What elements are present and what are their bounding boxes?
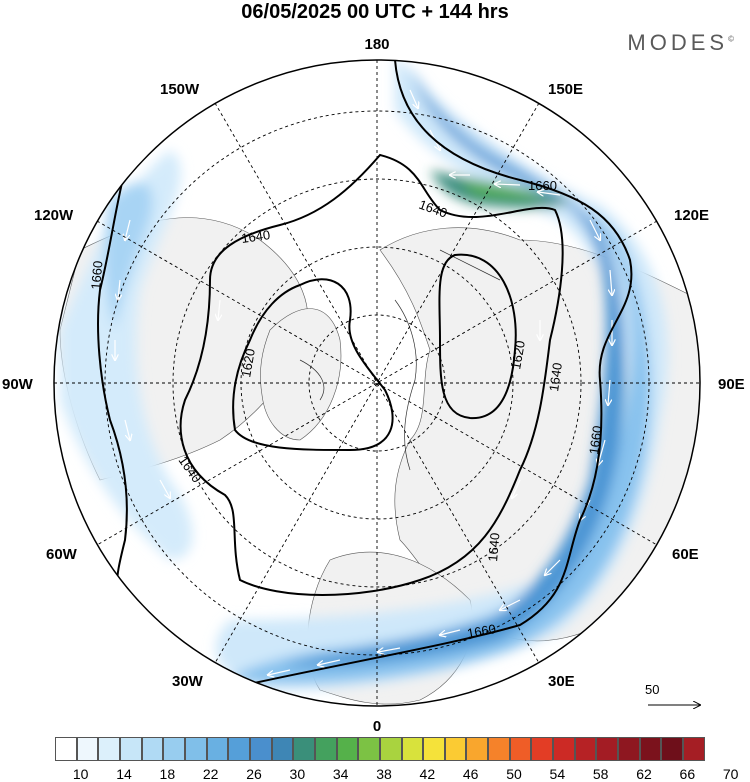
colorbar-cell bbox=[119, 737, 142, 761]
colorbar-cell bbox=[639, 737, 662, 761]
lon-label-150e: 150E bbox=[548, 81, 583, 98]
brand-logo: MODES© bbox=[627, 30, 734, 56]
colorbar-tick-label: 10 bbox=[72, 766, 89, 782]
colorbar-tick-label: 50 bbox=[506, 766, 522, 782]
lon-label-30w: 30W bbox=[172, 673, 204, 690]
wind-vectors bbox=[115, 89, 612, 675]
colorbar-tick-label: 34 bbox=[332, 766, 349, 782]
colorbar-tick-label: 62 bbox=[636, 766, 652, 782]
colorbar-cell bbox=[293, 737, 315, 761]
contour-label: 1640 bbox=[485, 532, 502, 562]
lon-label-90w: 90W bbox=[2, 376, 34, 393]
colorbar-cell bbox=[55, 737, 77, 761]
map-title: 06/05/2025 00 UTC + 144 hrs bbox=[241, 1, 509, 23]
colorbar-cell bbox=[184, 737, 207, 761]
colorbar-cell bbox=[271, 737, 294, 761]
lon-label-0: 0 bbox=[373, 718, 381, 735]
colorbar-cell bbox=[163, 737, 185, 761]
height-contours bbox=[97, 60, 633, 686]
colorbar-cell bbox=[76, 737, 99, 761]
colorbar-cell bbox=[423, 737, 445, 761]
colorbar-cell bbox=[596, 737, 619, 761]
colorbar-tick-label: 42 bbox=[419, 766, 436, 782]
colorbar-cell bbox=[488, 737, 510, 761]
contour-label: 1660 bbox=[466, 621, 497, 641]
lon-label-120w: 120W bbox=[34, 207, 74, 224]
colorbar-cell bbox=[509, 737, 532, 761]
lon-label-60e: 60E bbox=[672, 546, 699, 563]
brand-name: MODES bbox=[627, 30, 729, 55]
colorbar-tick-label: 66 bbox=[679, 766, 696, 782]
lon-label-90e: 90E bbox=[718, 376, 745, 393]
colorbar-tick-label: 30 bbox=[289, 766, 306, 782]
map-border bbox=[53, 59, 701, 707]
colorbar-cell bbox=[379, 737, 402, 761]
colorbar-cell bbox=[661, 737, 684, 761]
colorbar-cell bbox=[336, 737, 359, 761]
colorbar-tick-label: 38 bbox=[376, 766, 392, 782]
contour-label: 1660 bbox=[586, 425, 605, 456]
vector-reference-label: 50 bbox=[645, 682, 660, 697]
colorbar-tick-label: 70 bbox=[722, 766, 739, 782]
contour-label: 1640 bbox=[546, 362, 565, 393]
colorbar-cell bbox=[444, 737, 467, 761]
coastline-detail bbox=[299, 249, 501, 471]
colorbar-tick-label: 58 bbox=[592, 766, 609, 782]
colorbar-ticks: 10 14 18 22 26 30 34 38 42 46 50 54 58 62 66 70 bbox=[55, 766, 739, 782]
colorbar-cell bbox=[358, 737, 380, 761]
colorbar-cell bbox=[683, 737, 705, 761]
longitude-labels: 180 0 90W 90E 150W 120W 60W 30W 150E 120… bbox=[2, 36, 745, 735]
colorbar-tick-label: 18 bbox=[159, 766, 176, 782]
colorbar-cell bbox=[98, 737, 120, 761]
colorbar-cell bbox=[228, 737, 250, 761]
colorbar-cell bbox=[531, 737, 554, 761]
colorbar-tick-label: 46 bbox=[462, 766, 479, 782]
colorbar-cell bbox=[314, 737, 337, 761]
colorbar-tick-label: 14 bbox=[116, 766, 132, 782]
brand-mark: © bbox=[728, 34, 734, 44]
contour-label: 1620 bbox=[238, 347, 258, 378]
colorbar-cell bbox=[206, 737, 229, 761]
graticule bbox=[54, 60, 700, 706]
contour-label: 1660 bbox=[88, 260, 105, 290]
colorbar-cell bbox=[618, 737, 640, 761]
colorbar-cell bbox=[553, 737, 575, 761]
colorbar-tick-label: 26 bbox=[246, 766, 262, 782]
lon-label-180: 180 bbox=[364, 36, 389, 53]
lon-label-30e: 30E bbox=[548, 673, 575, 690]
colorbar-cell bbox=[141, 737, 164, 761]
lon-label-60w: 60W bbox=[46, 546, 78, 563]
colorbar-cell bbox=[466, 737, 489, 761]
contour-label: 1620 bbox=[508, 339, 528, 370]
colorbar-tick-label: 22 bbox=[202, 766, 219, 782]
colorbar-cell bbox=[574, 737, 597, 761]
colorbar-cell bbox=[401, 737, 424, 761]
lon-label-120e: 120E bbox=[674, 207, 709, 224]
lon-label-150w: 150W bbox=[160, 81, 200, 98]
polar-map: 1640 1660 1640 1620 1620 1640 1660 1640 … bbox=[2, 36, 745, 735]
contour-label: 1660 bbox=[528, 178, 557, 193]
colorbar bbox=[55, 737, 705, 763]
colorbar-cell bbox=[249, 737, 272, 761]
colorbar-tick-label: 54 bbox=[549, 766, 566, 782]
contour-label: 1640 bbox=[240, 227, 271, 246]
